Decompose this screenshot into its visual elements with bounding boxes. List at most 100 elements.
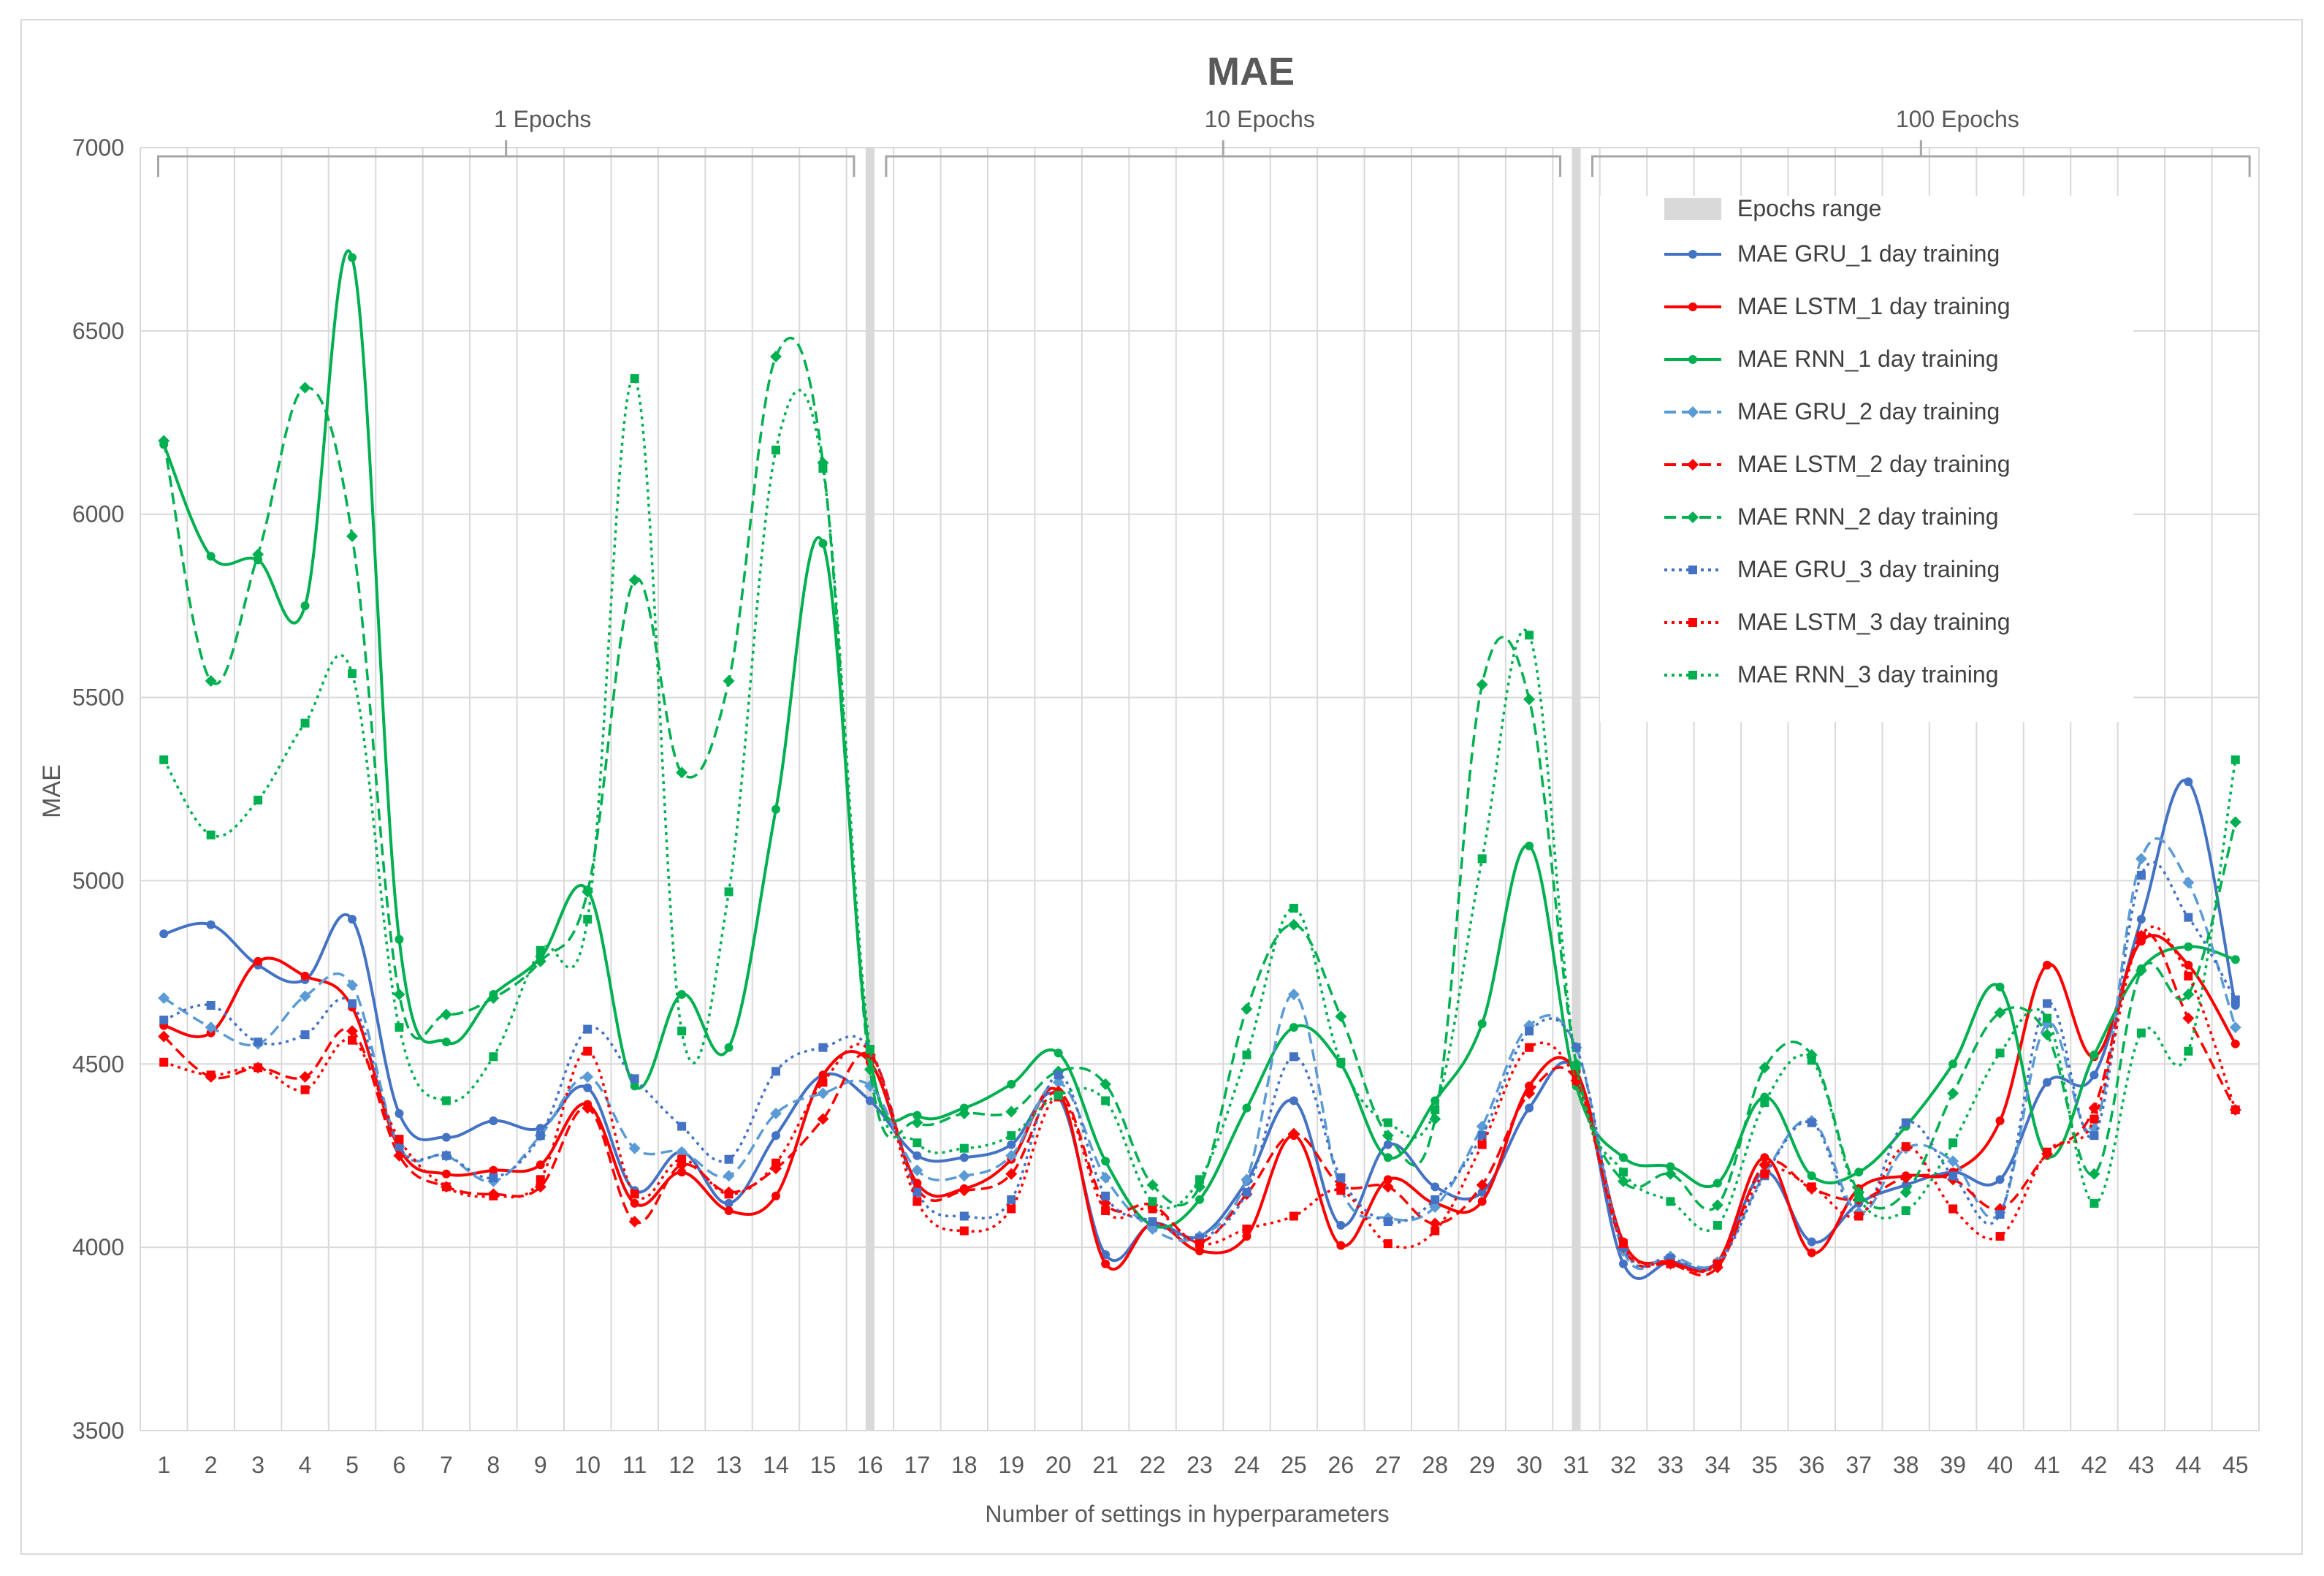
data-point xyxy=(536,1175,545,1184)
legend-background xyxy=(1600,196,2133,722)
data-point xyxy=(630,1198,639,1208)
x-tick-label: 9 xyxy=(534,1452,547,1478)
data-point xyxy=(346,1025,358,1038)
data-point xyxy=(300,601,310,611)
data-point xyxy=(1101,1096,1110,1105)
data-point xyxy=(395,1023,404,1032)
series-mae-lstm-1-day-training xyxy=(159,934,2240,1273)
data-point xyxy=(677,1122,687,1131)
data-point xyxy=(300,718,310,728)
data-point xyxy=(1525,1027,1534,1036)
data-point xyxy=(1807,1182,1816,1192)
gridlines xyxy=(140,147,2260,1431)
data-point xyxy=(1241,1003,1253,1016)
data-point xyxy=(1854,1193,1864,1203)
data-point xyxy=(1619,1168,1628,1177)
data-point xyxy=(1759,1159,1771,1171)
data-point xyxy=(724,1043,734,1052)
x-tick-label: 23 xyxy=(1186,1452,1213,1478)
data-point xyxy=(393,988,405,1000)
data-point xyxy=(1807,1248,1816,1257)
epoch-group-label: 100 Epochs xyxy=(1896,106,2019,132)
legend-item: MAE LSTM_2 day training xyxy=(1664,451,2011,477)
data-point xyxy=(1687,459,1699,471)
data-point xyxy=(1687,511,1699,523)
x-tick-label: 43 xyxy=(2128,1452,2155,1478)
epoch-bracket xyxy=(885,140,1562,177)
legend-label: MAE LSTM_2 day training xyxy=(1737,451,2011,477)
data-point xyxy=(772,1067,780,1076)
data-point xyxy=(1383,1217,1393,1227)
epoch-group-label: 1 Epochs xyxy=(494,106,591,132)
data-point xyxy=(1287,1127,1300,1140)
legend-item: MAE RNN_1 day training xyxy=(1664,346,1998,372)
data-point xyxy=(1476,679,1488,691)
data-point xyxy=(724,1154,734,1164)
data-point xyxy=(2229,816,2241,829)
data-point xyxy=(254,1038,263,1047)
series-line xyxy=(162,336,2237,1211)
data-point xyxy=(1382,1181,1394,1193)
data-point xyxy=(1336,1241,1346,1250)
data-point xyxy=(348,1035,357,1045)
data-point xyxy=(865,1096,875,1105)
data-point xyxy=(158,1030,170,1043)
data-point xyxy=(1289,1023,1298,1032)
x-tick-label: 1 xyxy=(157,1452,170,1478)
data-point xyxy=(2041,1029,2053,1041)
x-tick-label: 33 xyxy=(1658,1452,1684,1478)
series-line xyxy=(162,249,2236,1229)
series-line xyxy=(163,925,2237,1274)
y-tick-label: 6500 xyxy=(72,318,124,344)
data-point xyxy=(1476,1120,1488,1132)
epoch-group-label: 10 Epochs xyxy=(1205,106,1315,132)
legend-label: MAE RNN_3 day training xyxy=(1737,661,1998,688)
data-point xyxy=(1195,1175,1204,1184)
y-axis-title: MAE xyxy=(38,764,66,818)
data-point xyxy=(818,1070,828,1080)
chart-title: MAE xyxy=(1207,50,1295,94)
data-point xyxy=(1336,1221,1346,1230)
x-tick-label: 18 xyxy=(951,1452,978,1478)
data-point xyxy=(1618,1175,1629,1187)
series-line xyxy=(163,837,2237,1271)
data-point xyxy=(1712,1221,1722,1230)
data-point xyxy=(1477,1131,1487,1141)
data-point xyxy=(299,1070,311,1083)
data-point xyxy=(441,1132,451,1142)
x-tick-label: 38 xyxy=(1893,1452,1919,1478)
y-tick-label: 5500 xyxy=(72,685,124,711)
data-point xyxy=(441,1038,451,1047)
data-point xyxy=(817,1087,829,1100)
data-point xyxy=(348,915,357,924)
data-point xyxy=(913,1111,922,1120)
data-point xyxy=(1242,1050,1251,1059)
data-point xyxy=(2184,942,2193,951)
data-point xyxy=(1525,1081,1534,1091)
data-point xyxy=(206,920,216,929)
data-point xyxy=(2043,1013,2051,1023)
data-point xyxy=(158,435,170,447)
x-tick-label: 36 xyxy=(1799,1452,1825,1478)
data-point xyxy=(1195,1195,1204,1204)
y-tick-label: 6000 xyxy=(72,501,124,528)
data-point xyxy=(628,1216,641,1228)
data-point xyxy=(1807,1056,1816,1065)
data-point xyxy=(1525,841,1534,850)
data-point xyxy=(2230,1039,2240,1048)
legend-label: MAE RNN_2 day training xyxy=(1737,503,1998,530)
data-point xyxy=(1054,1048,1063,1058)
data-point xyxy=(959,1153,969,1162)
data-point xyxy=(1619,1259,1628,1268)
series-mae-rnn-2-day-training xyxy=(158,336,2241,1211)
x-tick-label: 5 xyxy=(346,1452,359,1478)
data-point xyxy=(1429,1113,1441,1125)
data-point xyxy=(864,1063,876,1076)
y-tick-label: 5000 xyxy=(72,867,124,894)
data-point xyxy=(2182,876,2195,888)
data-point xyxy=(1336,1186,1346,1195)
data-point xyxy=(2135,964,2147,977)
data-point xyxy=(1760,1169,1769,1179)
x-tick-label: 15 xyxy=(810,1452,837,1478)
